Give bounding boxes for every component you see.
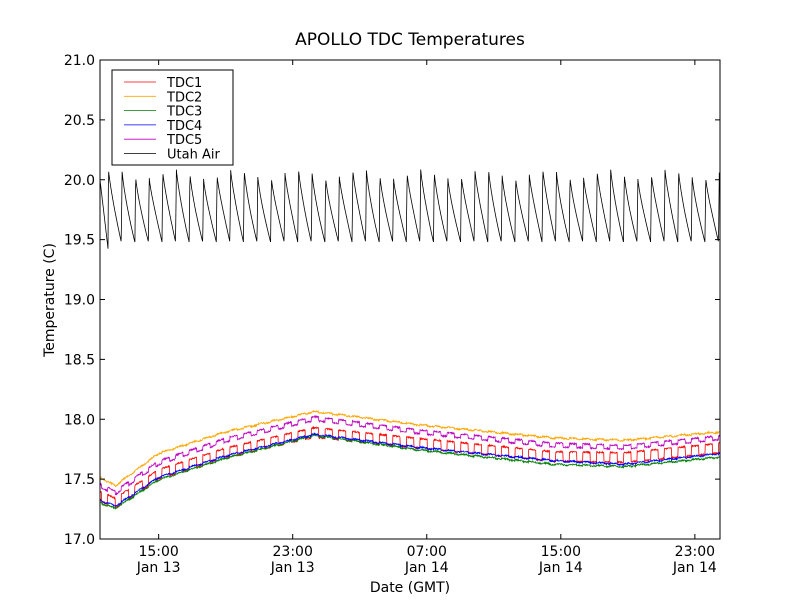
legend-label: TDC4 [166, 119, 202, 134]
series-line-tdc2 [99, 409, 721, 487]
x-tick-label-time: 23:00 [273, 544, 313, 560]
y-tick-label: 20.5 [64, 113, 95, 129]
series-line-tdc1 [99, 425, 721, 509]
x-tick-label-date: Jan 14 [404, 560, 449, 576]
x-tick-label-time: 15:00 [541, 544, 581, 560]
x-axis-label: Date (GMT) [370, 580, 450, 596]
x-tick-label-time: 15:00 [138, 544, 178, 560]
plot-lines [99, 169, 721, 510]
x-tick-label-date: Jan 13 [136, 560, 181, 576]
y-tick-label: 20.0 [64, 173, 95, 189]
x-tick-label-time: 23:00 [675, 544, 715, 560]
y-tick-label: 19.5 [64, 233, 95, 249]
series-line-tdc5 [99, 414, 721, 496]
legend-label: TDC1 [166, 76, 202, 91]
legend-label: TDC2 [166, 90, 202, 105]
legend-label: TDC5 [166, 133, 202, 148]
y-tick-label: 17.5 [64, 472, 95, 488]
y-tick-label: 19.0 [64, 293, 95, 309]
x-tick-label-date: Jan 14 [672, 560, 717, 576]
x-tick-label-time: 07:00 [407, 544, 447, 560]
y-axis-label: Temperature (C) [42, 243, 58, 358]
y-tick-label: 18.5 [64, 352, 95, 368]
legend-label: Utah Air [167, 148, 220, 163]
series-line-tdc4 [99, 432, 721, 507]
chart-title: APOLLO TDC Temperatures [295, 30, 525, 50]
y-tick-label: 21.0 [64, 53, 95, 69]
x-tick-label-date: Jan 14 [538, 560, 583, 576]
y-tick-label: 18.0 [64, 412, 95, 428]
y-tick-label: 17.0 [64, 532, 95, 548]
x-tick-label-date: Jan 13 [270, 560, 315, 576]
series-line-tdc3 [99, 433, 721, 510]
legend-label: TDC3 [166, 105, 202, 120]
legend-box [111, 69, 234, 166]
y-axis: 17.0 17.5 18.0 18.5 19.0 19.5 20.0 20.5 21.0 [64, 53, 720, 548]
series-line-utah-air [99, 169, 721, 249]
